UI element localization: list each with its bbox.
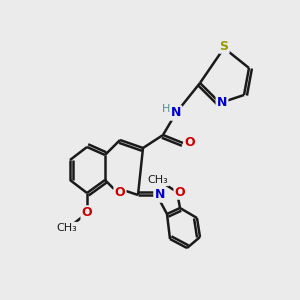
Text: N: N: [171, 106, 181, 119]
Text: N: N: [217, 97, 227, 110]
Text: H: H: [162, 104, 170, 114]
Text: O: O: [82, 206, 92, 220]
Text: N: N: [155, 188, 165, 202]
Text: CH₃: CH₃: [148, 175, 168, 185]
Text: O: O: [185, 136, 195, 149]
Text: S: S: [220, 40, 229, 52]
Text: O: O: [175, 185, 185, 199]
Text: O: O: [115, 185, 125, 199]
Text: CH₃: CH₃: [57, 223, 77, 233]
